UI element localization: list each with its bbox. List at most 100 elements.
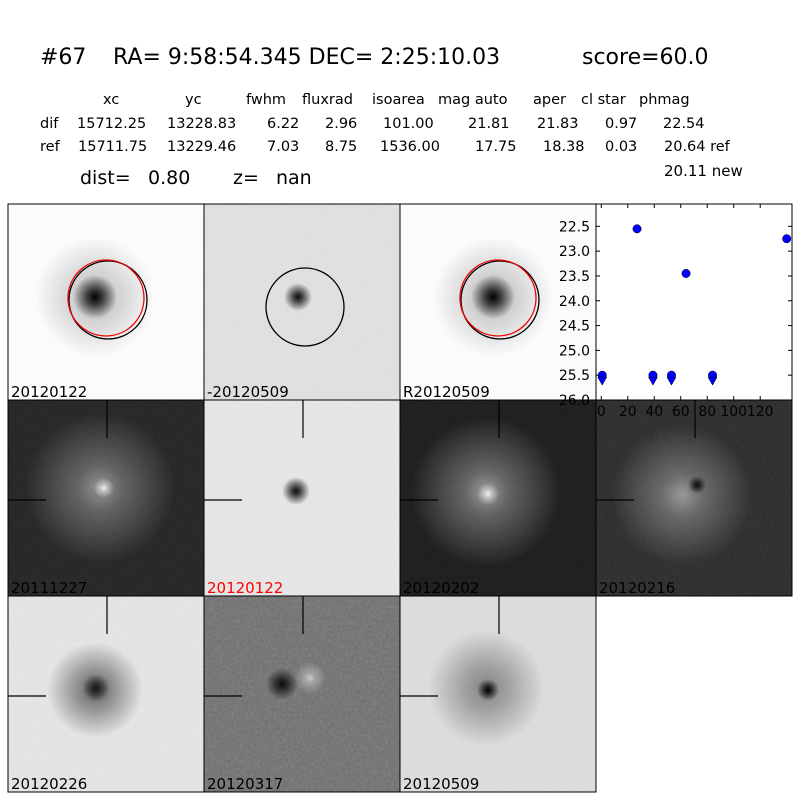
stamp-label: 20120226 bbox=[11, 775, 87, 793]
column-header: yc bbox=[185, 92, 202, 108]
y-tick-label: 24.0 bbox=[559, 294, 590, 310]
stamp: 20120509 bbox=[399, 595, 597, 793]
cell: 8.75 bbox=[325, 139, 357, 155]
source bbox=[266, 668, 298, 700]
point bbox=[681, 269, 691, 278]
cell: 2.96 bbox=[325, 116, 357, 132]
dist-label: dist= bbox=[80, 167, 131, 189]
cell: 15712.25 bbox=[77, 116, 146, 132]
y-tick-label: 23.5 bbox=[559, 269, 590, 285]
column-header: fluxrad bbox=[302, 92, 353, 108]
score: score=60.0 bbox=[582, 45, 709, 70]
x-tick-label: 120 bbox=[747, 404, 774, 420]
stamp: 20120226 bbox=[7, 595, 205, 793]
stamp: R20120509 bbox=[399, 203, 597, 401]
source bbox=[82, 674, 110, 702]
point bbox=[782, 234, 792, 244]
cell: 15711.75 bbox=[78, 139, 147, 155]
cell: 7.03 bbox=[267, 139, 299, 155]
stamp: -20120509 bbox=[203, 203, 401, 401]
plot-frame bbox=[595, 203, 793, 401]
cell: 21.83 bbox=[537, 116, 579, 132]
upper-limit bbox=[707, 376, 718, 386]
stamp-label: 20120122 bbox=[207, 579, 283, 597]
cell: 13229.46 bbox=[167, 139, 236, 155]
stamp-label: 20120216 bbox=[599, 579, 675, 597]
cell: 1536.00 bbox=[380, 139, 440, 155]
aperture bbox=[460, 260, 540, 340]
cell: 6.22 bbox=[267, 116, 299, 132]
source bbox=[471, 275, 515, 319]
upper-limit bbox=[666, 376, 677, 386]
x-tick-label: 40 bbox=[645, 404, 663, 420]
cell: 0.03 bbox=[605, 139, 637, 155]
cell: 101.00 bbox=[383, 116, 434, 132]
stamp-label: R20120509 bbox=[403, 383, 490, 401]
stamp-image bbox=[8, 596, 204, 792]
x-tick-label: 20 bbox=[619, 404, 637, 420]
upper-limit bbox=[597, 376, 608, 386]
stamp-label: 20120509 bbox=[403, 775, 479, 793]
y-tick-label: 23.0 bbox=[559, 244, 590, 260]
source bbox=[282, 477, 310, 505]
stamp-image bbox=[400, 596, 596, 792]
aperture bbox=[67, 259, 145, 337]
stamp: 20111227 bbox=[7, 399, 205, 597]
z-label: z= bbox=[233, 167, 259, 189]
y-tick-label: 25.0 bbox=[559, 343, 590, 359]
upper-limit bbox=[648, 376, 658, 386]
stamp-image bbox=[204, 204, 400, 400]
column-header: xc bbox=[103, 92, 119, 108]
x-tick-label: 60 bbox=[672, 404, 690, 420]
source bbox=[73, 275, 117, 319]
phmag-new: 20.11 new bbox=[664, 162, 743, 180]
x-tick-label: 0 bbox=[597, 404, 606, 420]
stamp-image bbox=[400, 400, 596, 596]
column-header: phmag bbox=[639, 92, 690, 108]
stamp: 20120122 bbox=[203, 399, 401, 597]
cell: 13228.83 bbox=[167, 116, 236, 132]
source bbox=[688, 476, 706, 494]
source bbox=[477, 679, 499, 701]
stamp: 20120216 bbox=[595, 399, 793, 597]
source bbox=[94, 478, 114, 498]
stamp: 20120122 bbox=[7, 203, 205, 401]
column-header: cl star bbox=[581, 92, 626, 108]
source bbox=[477, 483, 499, 505]
stamp-image bbox=[204, 400, 400, 596]
x-tick-label: 100 bbox=[720, 404, 747, 420]
source bbox=[612, 425, 752, 565]
stamp-label: -20120509 bbox=[207, 383, 289, 401]
cell: 21.81 bbox=[468, 116, 510, 132]
cell: 17.75 bbox=[475, 139, 517, 155]
aperture bbox=[68, 260, 148, 340]
aperture bbox=[459, 259, 537, 337]
y-tick-label: 26.0 bbox=[559, 393, 590, 409]
point bbox=[632, 224, 642, 234]
stamp-image bbox=[8, 204, 204, 400]
cell: 0.97 bbox=[605, 116, 637, 132]
column-header: isoarea bbox=[372, 92, 425, 108]
cell: 18.38 bbox=[543, 139, 585, 155]
x-tick-label: 80 bbox=[698, 404, 716, 420]
candidate-id: #67 bbox=[40, 45, 86, 70]
stamp-image bbox=[400, 204, 596, 400]
stamp-image bbox=[204, 596, 400, 792]
cell: 22.54 bbox=[663, 116, 705, 132]
z: nan bbox=[276, 167, 312, 189]
y-tick-label: 22.5 bbox=[559, 219, 590, 235]
row-label: dif bbox=[40, 116, 59, 132]
stamp: 20120202 bbox=[399, 399, 597, 597]
stamp-label: 20111227 bbox=[11, 579, 87, 597]
source bbox=[284, 283, 312, 311]
y-tick-label: 24.5 bbox=[559, 319, 590, 335]
frame bbox=[399, 595, 597, 793]
dist: 0.80 bbox=[148, 167, 190, 189]
stamp-image bbox=[596, 400, 792, 596]
row-label: ref bbox=[40, 139, 61, 155]
stamp-label: 20120202 bbox=[403, 579, 479, 597]
aperture bbox=[265, 267, 345, 347]
coordinates: RA= 9:58:54.345 DEC= 2:25:10.03 bbox=[113, 45, 500, 70]
stamp-image bbox=[8, 400, 204, 596]
